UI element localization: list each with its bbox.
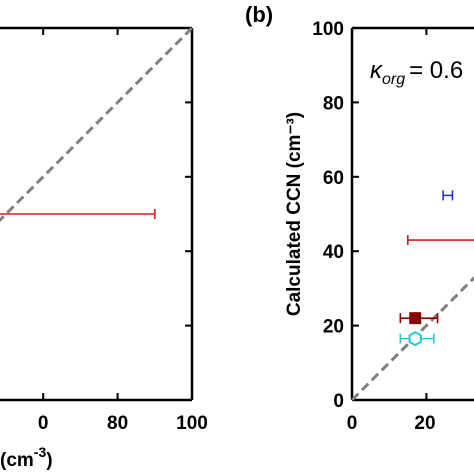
panel-b-label: (b) <box>245 2 273 27</box>
panel-a-points <box>0 209 156 219</box>
panel-b-marker-square <box>409 312 422 325</box>
panel-a-x-title-exponent: -3 <box>34 444 47 460</box>
panel-a-x-title-text: (cm <box>0 450 34 471</box>
panel-b-x-ticks: 0 20 <box>347 28 436 434</box>
kappa-symbol: κ <box>370 57 384 84</box>
panel-a-x-tick-label: 0 <box>38 413 49 434</box>
panel-b-y-tick-label: 60 <box>323 168 344 189</box>
panel-a-x-ticks: 0 80 100 <box>38 28 208 434</box>
panel-b-x-tick-label: 20 <box>414 413 435 434</box>
panel-b-points <box>399 190 474 347</box>
panel-a-x-tick-label: 80 <box>107 413 128 434</box>
panel-a-right-ticks <box>185 27 192 401</box>
kappa-value: = 0.6 <box>409 57 463 84</box>
panel-b-y-tick-label: 100 <box>312 19 344 40</box>
panel-b-y-tick-label: 80 <box>323 93 344 114</box>
panel-b-y-tick-label: 0 <box>333 391 344 412</box>
panel-b-x-tick-label: 0 <box>347 413 358 434</box>
panel-b-y-axis-title: Calculated CCN (cm⁻³) <box>284 112 305 316</box>
panel-a-x-tick-label: 100 <box>176 413 208 434</box>
panel-b-y-tick-label: 40 <box>323 242 344 263</box>
panel-b-marker-hexagon <box>408 330 422 347</box>
kappa-subscript: org <box>382 71 405 88</box>
panel-b: (b) 0 20 40 60 80 100 0 20 Calculated CCN (cm⁻… <box>245 2 474 434</box>
panel-b-y-ticks: 0 20 40 60 80 100 <box>312 19 359 412</box>
panel-a-x-title-close: ) <box>46 450 52 471</box>
panel-a-one-to-one-line <box>0 26 194 223</box>
kappa-annotation: κorg = 0.6 <box>370 57 463 88</box>
panel-b-y-tick-label: 20 <box>323 317 344 338</box>
panel-a-x-axis-title: (cm-3) <box>0 444 53 471</box>
panel-a: 0 80 100 (cm-3) <box>0 26 208 471</box>
